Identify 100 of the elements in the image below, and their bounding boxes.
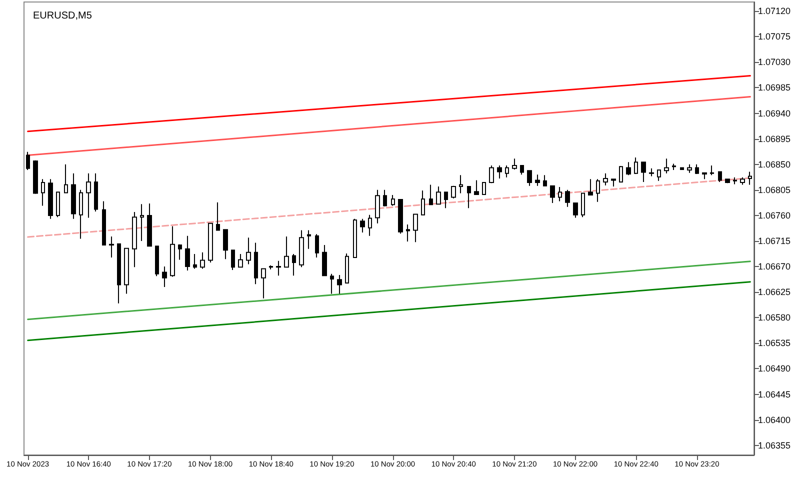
candlestick — [459, 174, 463, 194]
candlestick — [178, 244, 182, 260]
candlestick — [48, 178, 53, 220]
candlestick — [444, 191, 448, 209]
candlestick — [657, 168, 661, 182]
candlestick — [155, 246, 159, 277]
candlestick — [140, 204, 144, 242]
candlestick — [573, 202, 578, 218]
candlestick — [216, 202, 220, 231]
candlestick — [527, 170, 532, 186]
candlestick — [337, 274, 342, 294]
candlestick — [345, 252, 349, 284]
candlestick — [550, 185, 555, 204]
candlestick — [611, 178, 616, 187]
candlestick — [398, 198, 403, 234]
candlestick — [664, 158, 669, 174]
y-tick-label: 1.06400 — [758, 414, 791, 425]
candlestick — [695, 164, 699, 175]
y-tick-label: 1.06850 — [758, 159, 791, 170]
candlestick — [489, 164, 494, 184]
candlestick — [223, 229, 228, 260]
candlestick — [86, 172, 91, 218]
candlestick — [79, 189, 83, 240]
y-tick-label: 1.06445 — [758, 389, 791, 400]
candlestick — [672, 163, 676, 171]
candlestick — [26, 151, 30, 171]
y-tick-label: 1.06355 — [758, 440, 791, 450]
candlestick — [185, 235, 190, 272]
candlestick — [497, 164, 502, 180]
candlestick — [71, 172, 76, 220]
candlestick — [193, 254, 197, 270]
candlestick — [269, 264, 273, 270]
candlestick — [276, 260, 281, 276]
candlestick — [413, 213, 418, 243]
candlestick — [543, 174, 547, 186]
y-tick-label: 1.06760 — [758, 210, 791, 220]
candlestick — [170, 226, 175, 278]
candlestick — [641, 162, 646, 182]
candlestick — [680, 167, 684, 171]
candlestick — [238, 254, 243, 268]
candlestick — [634, 157, 638, 175]
candlestick — [421, 190, 425, 216]
candlestick — [733, 176, 737, 185]
candlestick — [474, 180, 479, 196]
candlestick — [261, 268, 266, 299]
y-tick-label: 1.06805 — [758, 184, 791, 195]
candlestick — [603, 172, 608, 186]
candlestick — [41, 178, 45, 206]
candlestick — [429, 184, 433, 206]
candlestick — [482, 182, 486, 196]
candlestick — [702, 172, 707, 180]
candlestick — [208, 222, 213, 264]
candlestick — [56, 191, 60, 218]
candlestick — [284, 236, 289, 268]
candlestick — [299, 230, 304, 268]
candlestick — [102, 200, 106, 246]
y-tick-label: 1.06490 — [758, 364, 791, 374]
candlestick — [520, 164, 524, 176]
candlestick — [330, 273, 334, 294]
candlestick — [558, 186, 562, 202]
y-tick-label: 1.06895 — [758, 134, 791, 144]
candlestick — [406, 224, 410, 242]
candlestick — [740, 176, 745, 186]
candlestick — [383, 189, 387, 207]
candlestick — [231, 250, 235, 270]
candlestick — [254, 242, 258, 285]
candlestick — [64, 164, 68, 194]
candlestick — [124, 248, 129, 294]
candlestick — [162, 266, 167, 288]
candlestick — [117, 243, 121, 304]
candlestick — [748, 171, 752, 186]
candlestick — [307, 230, 311, 250]
candlestick — [33, 160, 38, 194]
y-tick-label: 1.07075 — [758, 32, 791, 42]
candlestick — [710, 164, 714, 176]
candlestick — [588, 178, 593, 196]
candlestick — [322, 244, 327, 277]
candlestick — [246, 237, 251, 265]
candlestick — [353, 218, 357, 258]
candlestick — [109, 236, 114, 258]
candlestick — [315, 234, 319, 258]
candlestick — [292, 254, 296, 276]
y-tick-label: 1.06715 — [758, 236, 791, 246]
candlestick — [94, 172, 98, 212]
candlestick — [132, 212, 137, 268]
candlestick — [565, 189, 570, 208]
y-tick-label: 1.07120 — [758, 6, 791, 16]
candlestick — [535, 174, 540, 186]
candlestick — [467, 186, 471, 209]
text: EURUSD,M5 — [33, 10, 92, 22]
candlestick — [619, 166, 623, 182]
candlestick — [725, 178, 730, 184]
candlestick — [505, 164, 509, 178]
candlestick — [200, 252, 205, 270]
candlestick — [391, 194, 395, 206]
y-tick-label: 1.07030 — [758, 57, 791, 68]
candlestick — [649, 168, 654, 177]
candlestick — [687, 164, 692, 174]
y-tick-label: 1.06535 — [758, 338, 791, 348]
candlestick — [626, 162, 631, 176]
